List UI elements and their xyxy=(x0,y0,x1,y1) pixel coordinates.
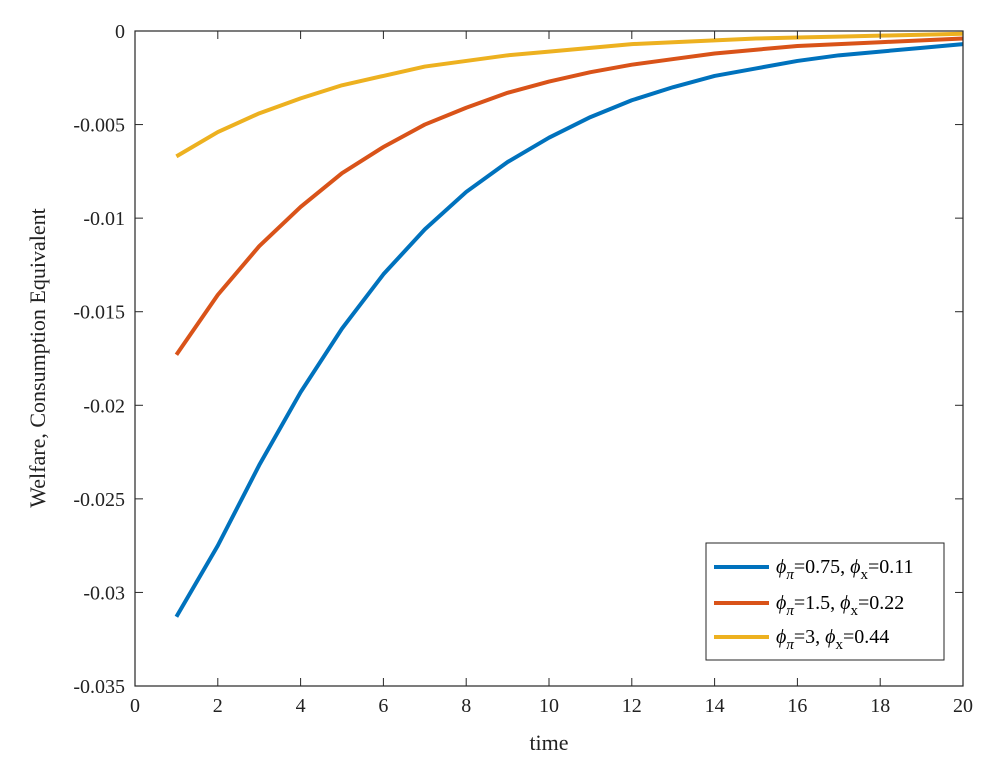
x-tick-label: 10 xyxy=(539,695,559,717)
x-axis-title: time xyxy=(529,730,568,755)
y-tick-label: -0.005 xyxy=(73,115,125,137)
x-tick-label: 14 xyxy=(705,695,725,717)
legend: ϕπ=0.75, ϕx=0.11 ϕπ=1.5, ϕx=0.22 ϕπ=3, ϕx=… xyxy=(705,542,945,661)
y-tick-label: 0 xyxy=(115,21,125,43)
series-line-2 xyxy=(174,36,964,356)
x-tick-label: 20 xyxy=(953,695,973,717)
y-tick-label: -0.02 xyxy=(83,395,125,417)
series-layer xyxy=(174,31,964,618)
x-tick-label: 18 xyxy=(870,695,890,717)
legend-label-2: ϕπ=1.5, ϕx=0.22 xyxy=(776,592,904,619)
x-tick-label: 2 xyxy=(213,695,223,717)
x-tick-label: 0 xyxy=(130,695,140,717)
y-tick-label: -0.03 xyxy=(83,582,125,604)
series-line-1 xyxy=(174,42,964,618)
x-tick-label: 4 xyxy=(296,695,306,717)
x-axis-ticks: 0 2 4 6 8 10 12 14 16 18 20 xyxy=(130,31,973,717)
y-tick-label: -0.025 xyxy=(73,489,125,511)
x-tick-label: 6 xyxy=(378,695,388,717)
legend-label-3: ϕπ=3, ϕx=0.44 xyxy=(776,626,889,653)
y-tick-label: -0.01 xyxy=(83,208,125,230)
y-tick-label: -0.035 xyxy=(73,676,125,698)
y-axis-title: Welfare, Consumption Equivalent xyxy=(25,208,50,507)
x-tick-label: 8 xyxy=(461,695,471,717)
legend-label-1: ϕπ=0.75, ϕx=0.11 xyxy=(776,556,914,583)
y-axis-ticks: 0 -0.005 -0.01 -0.015 -0.02 -0.025 -0.03 -0.035 xyxy=(73,21,963,698)
series-line-3 xyxy=(175,31,964,159)
x-tick-label: 12 xyxy=(622,695,642,717)
x-tick-label: 16 xyxy=(787,695,807,717)
axes-frame xyxy=(134,30,964,687)
y-tick-label: -0.015 xyxy=(73,302,125,324)
